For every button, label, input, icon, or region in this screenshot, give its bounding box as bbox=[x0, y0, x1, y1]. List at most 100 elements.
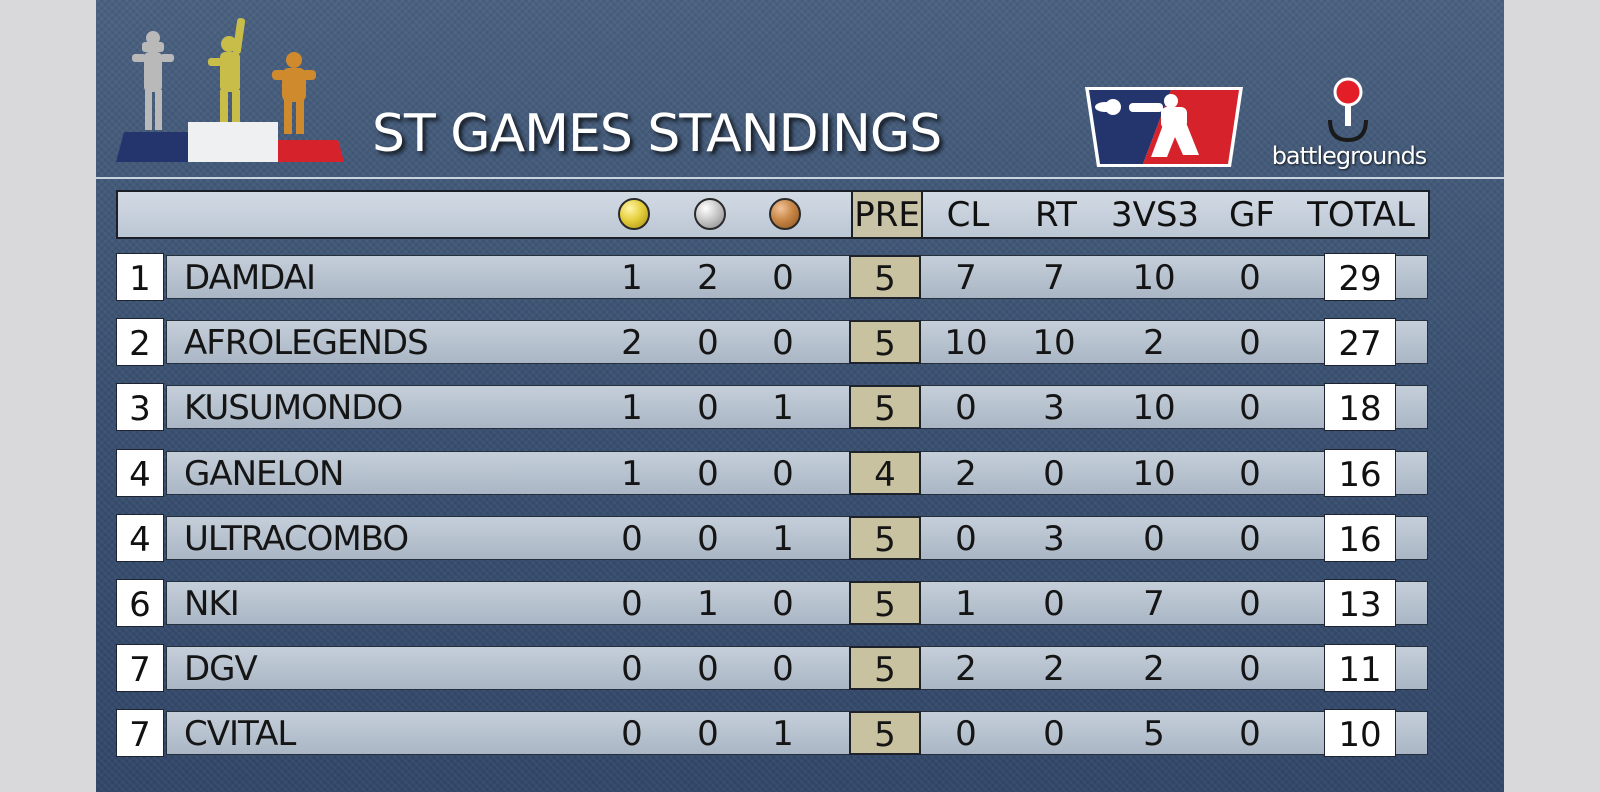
rank-cell: 7 bbox=[116, 709, 164, 757]
standings-board: ST GAMES STANDINGS battlegrounds PRE CL bbox=[96, 0, 1504, 792]
rt-points: 0 bbox=[1043, 714, 1065, 754]
team-name: ULTRACOMBO bbox=[184, 519, 409, 559]
table-row: 7 CVITAL 0 0 1 5 0 0 5 0 10 bbox=[116, 709, 1428, 757]
table-row: 1 DAMDAI 1 2 0 5 7 7 10 0 29 bbox=[116, 253, 1428, 301]
fighter-league-logo-icon bbox=[1085, 87, 1243, 167]
page-title: ST GAMES STANDINGS bbox=[372, 104, 942, 164]
gf-points: 0 bbox=[1239, 258, 1261, 298]
rank-cell: 6 bbox=[116, 579, 164, 627]
pre-points: 5 bbox=[849, 385, 921, 429]
pre-points: 5 bbox=[849, 646, 921, 690]
rt-points: 2 bbox=[1043, 649, 1065, 689]
column-header-pre: PRE bbox=[854, 195, 920, 235]
table-row: 2 AFROLEGENDS 2 0 0 5 10 10 2 0 27 bbox=[116, 318, 1428, 366]
team-name: GANELON bbox=[184, 454, 344, 494]
bronze-count: 1 bbox=[772, 714, 794, 754]
team-name: NKI bbox=[184, 584, 240, 624]
bronze-count: 0 bbox=[772, 454, 794, 494]
row-bar bbox=[166, 385, 1428, 429]
column-header-3vs3: 3VS3 bbox=[1110, 195, 1200, 235]
bronze-count: 0 bbox=[772, 584, 794, 624]
total-points: 16 bbox=[1324, 514, 1396, 562]
cl-points: 2 bbox=[955, 649, 977, 689]
table-row: 4 ULTRACOMBO 0 0 1 5 0 3 0 0 16 bbox=[116, 514, 1428, 562]
3vs3-points: 10 bbox=[1132, 258, 1176, 298]
cl-points: 0 bbox=[955, 388, 977, 428]
table-row: 6 NKI 0 1 0 5 1 0 7 0 13 bbox=[116, 579, 1428, 627]
silver-count: 0 bbox=[697, 323, 719, 363]
silver-count: 0 bbox=[697, 388, 719, 428]
gf-points: 0 bbox=[1239, 388, 1261, 428]
cl-points: 1 bbox=[955, 584, 977, 624]
pre-points: 5 bbox=[849, 255, 921, 299]
gf-points: 0 bbox=[1239, 519, 1261, 559]
total-points: 27 bbox=[1324, 318, 1396, 366]
gold-count: 0 bbox=[621, 519, 643, 559]
cl-points: 10 bbox=[944, 323, 988, 363]
gold-count: 1 bbox=[621, 388, 643, 428]
total-points: 11 bbox=[1324, 644, 1396, 692]
column-header-gf: GF bbox=[1229, 195, 1275, 235]
row-bar bbox=[166, 581, 1428, 625]
rt-points: 7 bbox=[1043, 258, 1065, 298]
3vs3-points: 2 bbox=[1143, 649, 1165, 689]
silver-medal-icon bbox=[694, 198, 726, 230]
3vs3-points: 5 bbox=[1143, 714, 1165, 754]
table-row: 4 GANELON 1 0 0 4 2 0 10 0 16 bbox=[116, 449, 1428, 497]
row-bar bbox=[166, 451, 1428, 495]
total-points: 10 bbox=[1324, 709, 1396, 757]
gold-count: 0 bbox=[621, 584, 643, 624]
gold-count: 1 bbox=[621, 454, 643, 494]
bronze-count: 1 bbox=[772, 388, 794, 428]
total-points: 16 bbox=[1324, 449, 1396, 497]
bronze-count: 0 bbox=[772, 258, 794, 298]
sponsor-logo-text: battlegrounds bbox=[1271, 142, 1428, 170]
pre-points: 5 bbox=[849, 711, 921, 755]
silver-count: 1 bbox=[697, 584, 719, 624]
bronze-count: 0 bbox=[772, 323, 794, 363]
gold-count: 2 bbox=[621, 323, 643, 363]
gf-points: 0 bbox=[1239, 714, 1261, 754]
bronze-count: 1 bbox=[772, 519, 794, 559]
cl-points: 0 bbox=[955, 714, 977, 754]
pre-points: 5 bbox=[849, 516, 921, 560]
rank-cell: 2 bbox=[116, 318, 164, 366]
header-divider bbox=[96, 177, 1504, 179]
total-points: 18 bbox=[1324, 383, 1396, 431]
team-name: DGV bbox=[184, 649, 258, 689]
gold-count: 1 bbox=[621, 258, 643, 298]
silver-count: 2 bbox=[697, 258, 719, 298]
team-name: CVITAL bbox=[184, 714, 296, 754]
rank-cell: 3 bbox=[116, 383, 164, 431]
silver-count: 0 bbox=[697, 714, 719, 754]
podium-figures-icon bbox=[116, 18, 344, 162]
pre-points: 5 bbox=[849, 581, 921, 625]
row-bar bbox=[166, 255, 1428, 299]
battlegrounds-joystick-icon bbox=[1328, 77, 1368, 143]
rank-cell: 1 bbox=[116, 253, 164, 301]
gf-points: 0 bbox=[1239, 323, 1261, 363]
3vs3-points: 7 bbox=[1143, 584, 1165, 624]
gold-count: 0 bbox=[621, 649, 643, 689]
gold-medal-icon bbox=[618, 198, 650, 230]
row-bar bbox=[166, 711, 1428, 755]
gf-points: 0 bbox=[1239, 454, 1261, 494]
sponsor-logo: battlegrounds bbox=[1254, 76, 1444, 176]
team-name: KUSUMONDO bbox=[184, 388, 403, 428]
cl-points: 0 bbox=[955, 519, 977, 559]
gf-points: 0 bbox=[1239, 649, 1261, 689]
row-bar bbox=[166, 320, 1428, 364]
table-row: 7 DGV 0 0 0 5 2 2 2 0 11 bbox=[116, 644, 1428, 692]
silver-count: 0 bbox=[697, 519, 719, 559]
team-name: AFROLEGENDS bbox=[184, 323, 429, 363]
rank-cell: 7 bbox=[116, 644, 164, 692]
column-header-total: TOTAL bbox=[1307, 195, 1415, 235]
table-row: 3 KUSUMONDO 1 0 1 5 0 3 10 0 18 bbox=[116, 383, 1428, 431]
column-header-rt: RT bbox=[1035, 195, 1077, 235]
row-bar bbox=[166, 516, 1428, 560]
column-header-cl: CL bbox=[946, 195, 990, 235]
3vs3-points: 2 bbox=[1143, 323, 1165, 363]
rt-points: 3 bbox=[1043, 388, 1065, 428]
cl-points: 2 bbox=[955, 454, 977, 494]
rt-points: 3 bbox=[1043, 519, 1065, 559]
